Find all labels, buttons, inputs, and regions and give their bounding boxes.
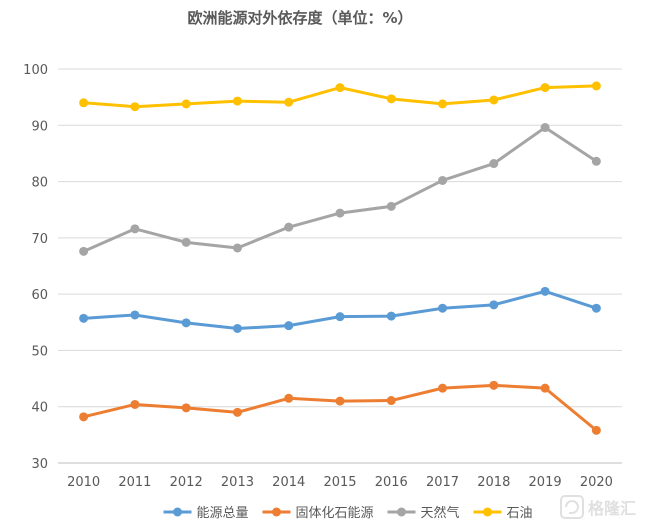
y-tick-label: 60 — [31, 288, 48, 303]
data-point — [386, 201, 396, 211]
data-point — [386, 311, 396, 321]
data-point — [232, 323, 242, 333]
data-point — [335, 83, 345, 93]
legend-swatch-marker — [483, 507, 492, 517]
data-point — [591, 303, 601, 313]
x-tick-label: 2010 — [67, 475, 100, 490]
x-tick-label: 2015 — [323, 475, 356, 490]
x-tick-label: 2011 — [118, 475, 151, 490]
data-point — [540, 83, 550, 93]
data-point — [79, 98, 89, 108]
legend-item: 能源总量 — [163, 506, 249, 521]
data-point — [540, 123, 550, 133]
chart-title: 欧洲能源对外依存度（单位：%） — [187, 9, 412, 27]
data-point — [438, 383, 448, 393]
data-point — [591, 81, 601, 91]
y-tick-label: 80 — [31, 176, 48, 191]
y-tick-label: 100 — [23, 63, 48, 78]
data-point — [79, 246, 89, 256]
data-point — [79, 412, 89, 422]
legend-swatch-marker — [397, 507, 406, 517]
legend-item: 天然气 — [387, 505, 460, 521]
y-tick-label: 40 — [31, 401, 48, 416]
y-tick-label: 90 — [31, 119, 48, 134]
y-tick-label: 30 — [31, 457, 48, 472]
watermark-text: 格隆汇 — [588, 499, 636, 518]
legend-label: 能源总量 — [197, 506, 249, 521]
data-point — [386, 94, 396, 104]
legend-swatch-marker — [272, 507, 281, 517]
legend-swatch-marker — [173, 507, 182, 517]
data-point — [181, 403, 191, 413]
series-2 — [79, 380, 601, 435]
data-point — [335, 208, 345, 218]
legend: 能源总量 固体化石能源 天然气 石油 — [163, 505, 533, 521]
legend-label: 固体化石能源 — [296, 506, 374, 521]
data-point — [335, 312, 345, 322]
x-tick-label: 2018 — [477, 475, 510, 490]
x-tick-label: 2019 — [529, 475, 562, 490]
data-point — [284, 222, 294, 232]
watermark: 格隆汇 — [560, 495, 636, 519]
gelonghui-logo-icon — [560, 495, 584, 519]
x-tick-label: 2014 — [272, 475, 305, 490]
data-point — [181, 99, 191, 109]
x-tick-label: 2012 — [170, 475, 203, 490]
series-4 — [79, 81, 601, 112]
data-point — [438, 303, 448, 313]
legend-label: 天然气 — [421, 505, 460, 521]
data-point — [232, 407, 242, 417]
data-point — [386, 396, 396, 406]
data-point — [181, 237, 191, 247]
series-lines — [79, 81, 601, 435]
series-line — [82, 383, 598, 432]
data-point — [284, 393, 294, 403]
data-point — [130, 310, 140, 320]
series-line — [82, 289, 598, 330]
data-point — [489, 380, 499, 390]
legend-label: 石油 — [507, 506, 533, 521]
data-point — [232, 96, 242, 106]
y-axis-ticks: 30 40 50 60 70 80 90 100 — [23, 63, 48, 472]
data-point — [79, 313, 89, 323]
x-tick-label: 2013 — [221, 475, 254, 490]
legend-item: 固体化石能源 — [262, 506, 374, 521]
x-axis-ticks: 2010 2011 2012 2013 2014 2015 2016 2017 2018 2019… — [67, 475, 613, 490]
x-tick-label: 2016 — [375, 475, 408, 490]
data-point — [489, 95, 499, 105]
data-point — [438, 175, 448, 185]
data-point — [130, 102, 140, 112]
data-point — [540, 286, 550, 296]
data-point — [489, 159, 499, 169]
data-point — [232, 243, 242, 253]
y-tick-label: 50 — [31, 344, 48, 359]
data-point — [130, 399, 140, 409]
x-tick-label: 2017 — [426, 475, 459, 490]
data-point — [181, 318, 191, 328]
data-point — [130, 224, 140, 234]
data-point — [284, 321, 294, 331]
data-point — [335, 396, 345, 406]
data-point — [284, 97, 294, 107]
data-point — [540, 383, 550, 393]
legend-item: 石油 — [473, 506, 533, 521]
data-point — [591, 425, 601, 435]
y-tick-label: 70 — [31, 232, 48, 247]
series-1 — [79, 286, 601, 333]
series-line — [82, 126, 598, 253]
data-point — [591, 156, 601, 166]
data-point — [489, 300, 499, 310]
data-point — [438, 99, 448, 109]
series-3 — [79, 123, 601, 256]
x-tick-label: 2020 — [580, 475, 613, 490]
